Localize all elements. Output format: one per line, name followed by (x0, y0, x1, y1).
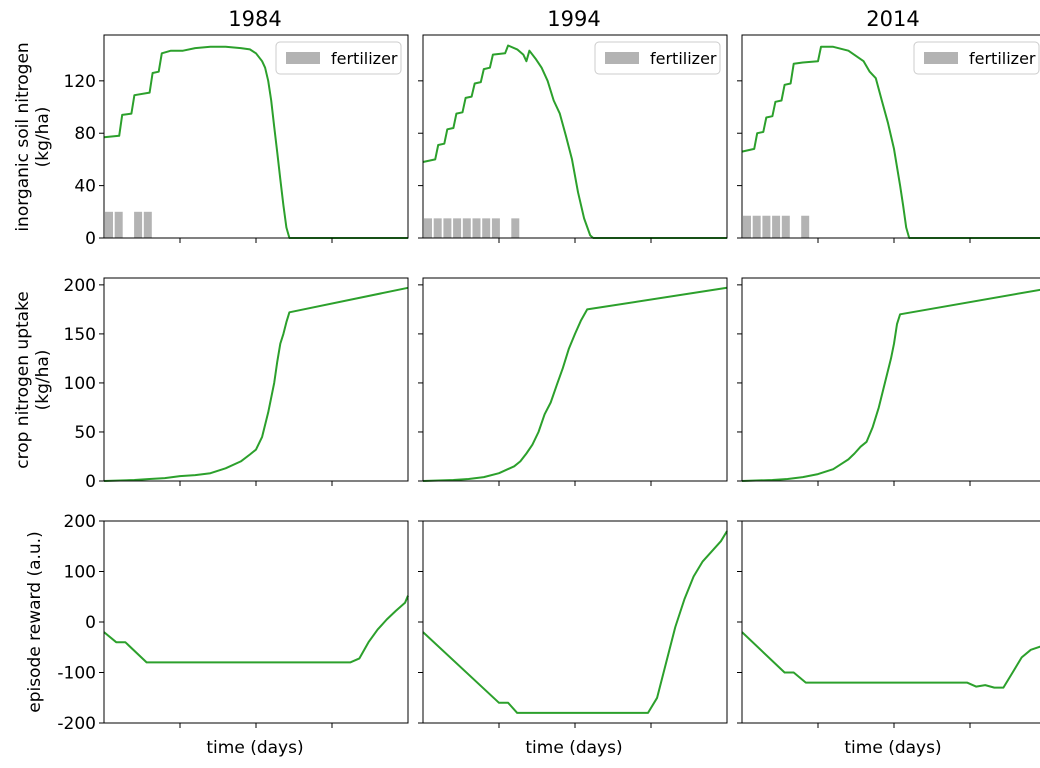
axes-frame-episode-reward-2014 (741, 520, 1040, 724)
ylabel-soil-nitrogen: inorganic soil nitrogen (kg/ha) (13, 42, 53, 231)
panel-crop-uptake-1994 (418, 277, 728, 486)
fertilizer-bar-1994-8 (511, 218, 520, 238)
y-tick-label-crop-uptake-1984-0: 0 (85, 472, 96, 492)
series-line-episode-reward-1994 (422, 530, 728, 714)
legend-box-2014 (913, 41, 1040, 75)
series-line-crop-uptake-1994 (422, 286, 728, 482)
ylabel-episode-reward: episode reward (a.u.) (25, 531, 45, 712)
series-line-crop-uptake-2014 (741, 288, 1040, 482)
axes-frame-episode-reward-1984 (103, 520, 409, 724)
ylabel-soil-nitrogen-line2: (kg/ha) (33, 107, 53, 168)
legend-swatch-2014 (924, 52, 958, 64)
fertilizer-bar-2014-1 (752, 215, 761, 238)
xlabel-col-1994: time (days) (525, 738, 622, 758)
legend-label-2014: fertilizer (969, 49, 1036, 68)
fertilizer-bar-1994-3 (453, 218, 462, 238)
y-tick-label-soil-nitrogen-1984-2: 80 (74, 124, 96, 144)
series-line-crop-uptake-1984 (103, 286, 409, 482)
legend-box-1994 (594, 41, 721, 75)
legend-label-1984: fertilizer (331, 49, 398, 68)
axes-frame-episode-reward-1994 (422, 520, 728, 724)
y-tick-label-episode-reward-1984-0: -200 (57, 714, 96, 734)
legend-2014: fertilizer (913, 41, 1040, 75)
series-line-episode-reward-1984 (103, 595, 409, 664)
ylabel-soil-nitrogen-line1: inorganic soil nitrogen (13, 42, 33, 231)
panel-soil-nitrogen-1994: fertilizer (418, 34, 728, 243)
y-tick-label-episode-reward-1984-3: 100 (64, 563, 96, 583)
series-line-soil-nitrogen-1984 (103, 45, 408, 239)
fertilizer-bar-2014-2 (762, 215, 771, 238)
xlabel-col-1984: time (days) (206, 738, 303, 758)
fertilizer-bar-1984-0 (105, 211, 113, 238)
fertilizer-bar-2014-5 (801, 215, 810, 238)
series-line-episode-reward-2014 (741, 631, 1040, 689)
fertilizer-bar-1994-1 (433, 218, 442, 238)
fertilizer-bar-1994-5 (472, 218, 481, 238)
y-tick-label-crop-uptake-1984-2: 100 (64, 374, 96, 394)
fertilizer-bar-1994-2 (443, 218, 452, 238)
panels: 0 40 80 120 fertilizer fertilizer fertilizer 0 5… (57, 34, 1040, 734)
column-title-1994: 1994 (547, 7, 600, 31)
y-tick-label-soil-nitrogen-1984-0: 0 (85, 229, 96, 249)
fertilizer-bar-1994-7 (491, 218, 500, 238)
ylabel-episode-reward-text: episode reward (a.u.) (25, 531, 45, 712)
fertilizer-bar-1984-3 (143, 211, 152, 238)
ylabel-crop-uptake-line2: (kg/ha) (33, 350, 53, 411)
column-title-1984: 1984 (228, 7, 281, 31)
legend-box-1984 (275, 41, 402, 75)
legend-1984: fertilizer (275, 41, 402, 75)
y-tick-label-crop-uptake-1984-1: 50 (74, 423, 96, 443)
fertilizer-bar-1994-4 (462, 218, 471, 238)
panel-episode-reward-1984: -200 -100 0 100 200 (57, 512, 409, 734)
legend-1994: fertilizer (594, 41, 721, 75)
panel-episode-reward-2014 (737, 520, 1040, 728)
series-line-soil-nitrogen-2014 (741, 45, 1040, 239)
y-tick-label-soil-nitrogen-1984-3: 120 (64, 72, 96, 92)
panel-episode-reward-1994 (418, 520, 728, 728)
fertilizer-bar-1994-0 (424, 218, 432, 238)
fertilizer-bar-1994-6 (482, 218, 491, 238)
column-title-2014: 2014 (866, 7, 919, 31)
axes-frame-crop-uptake-2014 (741, 277, 1040, 482)
y-tick-label-episode-reward-1984-2: 0 (85, 613, 96, 633)
legend-swatch-1994 (605, 52, 639, 64)
y-tick-label-crop-uptake-1984-4: 200 (64, 276, 96, 296)
panel-soil-nitrogen-1984: 0 40 80 120 fertilizer (64, 34, 409, 249)
fertilizer-bar-2014-0 (743, 215, 751, 238)
xlabel-col-2014: time (days) (844, 738, 941, 758)
y-tick-label-episode-reward-1984-4: 200 (64, 512, 96, 532)
legend-label-1994: fertilizer (650, 49, 717, 68)
panel-soil-nitrogen-2014: fertilizer (737, 34, 1040, 243)
y-tick-label-soil-nitrogen-1984-1: 40 (74, 177, 96, 197)
fertilizer-bar-2014-4 (781, 215, 790, 238)
series-line-soil-nitrogen-1994 (422, 44, 727, 239)
legend-swatch-1984 (286, 52, 320, 64)
fertilizer-bar-1984-2 (134, 211, 143, 238)
ylabel-crop-uptake-line1: crop nitrogen uptake (13, 291, 33, 469)
panel-crop-uptake-1984: 0 50 100 150 200 (64, 276, 409, 492)
ylabel-crop-uptake: crop nitrogen uptake (kg/ha) (13, 291, 53, 469)
y-tick-label-episode-reward-1984-1: -100 (57, 664, 96, 684)
y-tick-label-crop-uptake-1984-3: 150 (64, 325, 96, 345)
fertilizer-bar-2014-3 (772, 215, 781, 238)
panel-crop-uptake-2014 (737, 277, 1040, 486)
axes-frame-crop-uptake-1994 (422, 277, 728, 482)
fertilizer-bar-1984-1 (114, 211, 123, 238)
